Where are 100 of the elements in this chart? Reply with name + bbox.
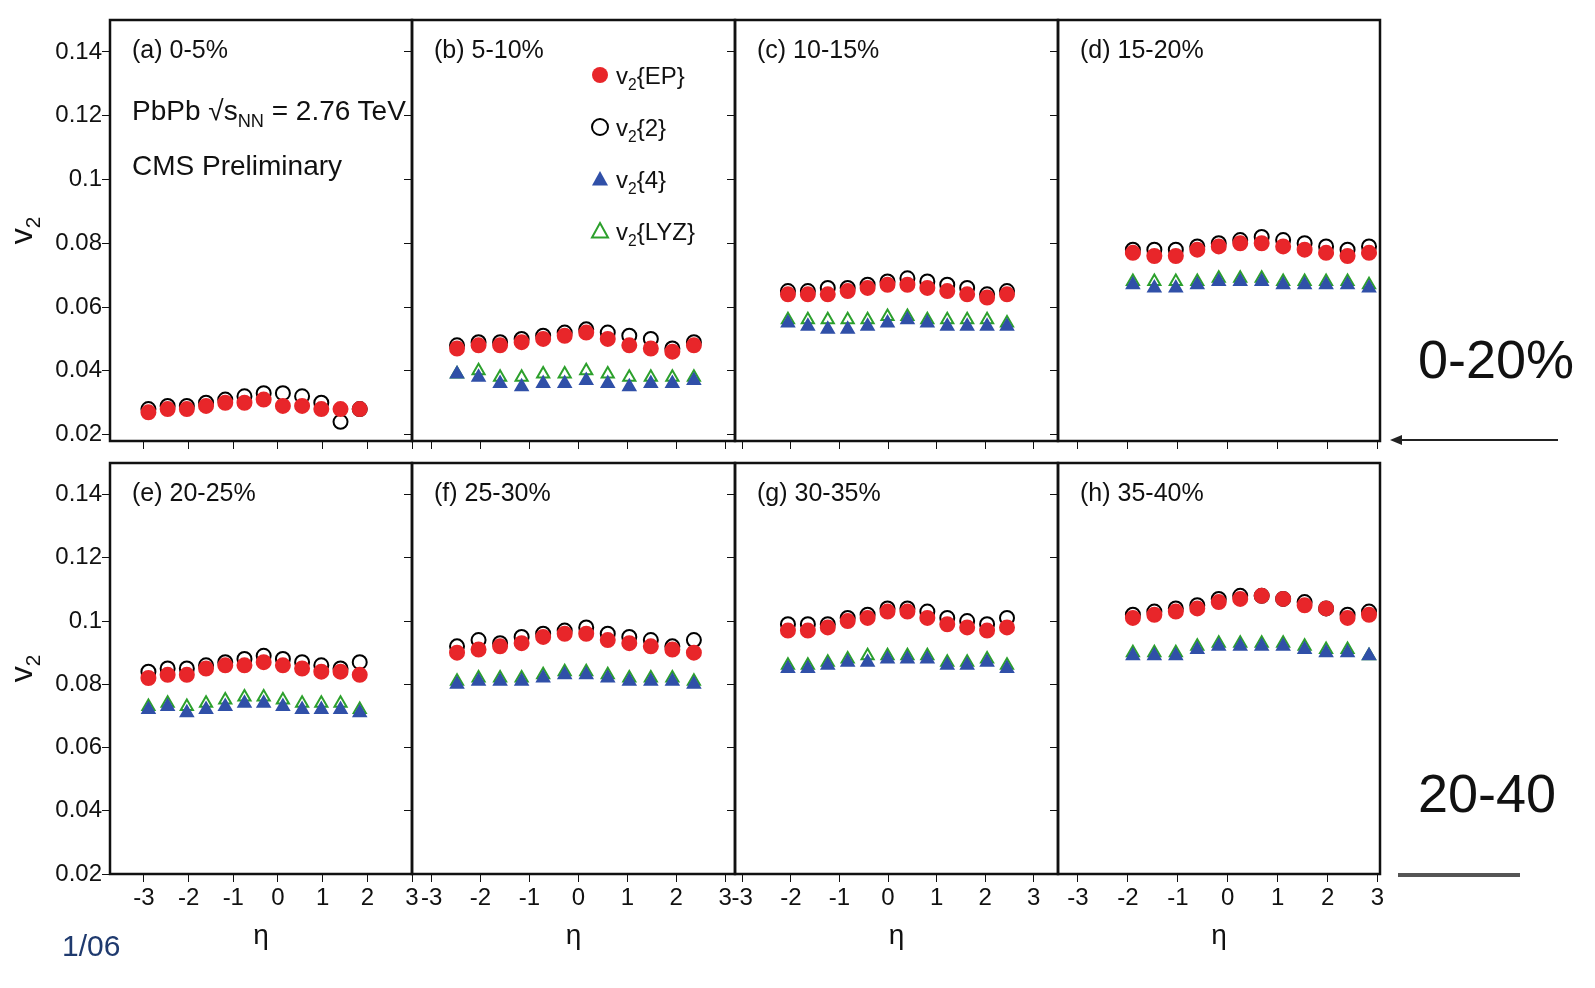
- point: [1190, 638, 1205, 651]
- x-tick-label: -3: [420, 882, 443, 910]
- point: [1168, 273, 1183, 287]
- text: (d) 15-20%: [1080, 35, 1204, 63]
- x-tick-label: -1: [518, 882, 541, 910]
- point: [513, 635, 530, 652]
- y-axis-title: v2: [3, 654, 44, 683]
- point: [1254, 270, 1269, 283]
- point: [255, 391, 272, 408]
- point: [899, 276, 916, 293]
- point: [621, 635, 638, 652]
- y-tick-label: 0.12: [55, 100, 102, 128]
- point: [449, 644, 466, 661]
- text: (e) 20-25%: [132, 478, 256, 506]
- x-tick-label: -2: [1117, 882, 1139, 910]
- text: 0-20%: [1418, 328, 1575, 389]
- point: [471, 673, 486, 686]
- point: [536, 366, 551, 379]
- point: [940, 311, 955, 325]
- point: [642, 340, 659, 357]
- point: [514, 673, 529, 686]
- x-tick-label: 2: [978, 882, 992, 910]
- point: [1168, 279, 1183, 293]
- point: [159, 401, 176, 418]
- point: [919, 279, 936, 296]
- point: [294, 397, 311, 414]
- point: [880, 651, 895, 664]
- y-tick-label: 0.08: [55, 227, 102, 255]
- x-tick-label: 3: [1370, 882, 1385, 910]
- x-tick-label: 0: [271, 882, 285, 910]
- point: [236, 394, 253, 411]
- point: [799, 622, 816, 639]
- point: [622, 673, 637, 686]
- x-tick-label: 1: [620, 882, 635, 910]
- text: (c) 10-15%: [757, 35, 880, 63]
- x-tick-label: 0: [881, 882, 895, 910]
- x-tick-label: -2: [177, 882, 200, 910]
- point: [959, 286, 976, 303]
- point: [665, 673, 680, 686]
- point: [779, 622, 796, 639]
- point: [920, 651, 935, 664]
- y-tick-label: 0.06: [55, 732, 102, 760]
- point: [332, 401, 349, 418]
- point: [600, 375, 615, 389]
- point: [493, 369, 508, 382]
- point: [1167, 248, 1184, 265]
- point: [1297, 641, 1312, 655]
- point: [1211, 270, 1226, 283]
- point: [999, 619, 1015, 636]
- point: [1318, 244, 1335, 261]
- point: [999, 318, 1015, 331]
- point: [820, 311, 835, 325]
- point: [979, 622, 996, 639]
- point: [1297, 638, 1312, 651]
- y-tick-label: 0.06: [55, 291, 102, 319]
- point: [514, 369, 529, 382]
- text: (a) 0-5%: [132, 35, 228, 63]
- point: [819, 286, 836, 303]
- point: [880, 308, 895, 322]
- y-tick-label: 0.04: [55, 355, 102, 383]
- x-tick-label: 1: [929, 882, 944, 910]
- text: 20-40: [1418, 763, 1557, 824]
- x-tick-label: 2: [1320, 882, 1335, 910]
- point: [621, 337, 638, 354]
- point: [980, 318, 995, 331]
- x-tick-label: 3: [1027, 882, 1041, 910]
- x-tick-label: -1: [1167, 882, 1189, 910]
- point: [1211, 273, 1226, 287]
- point: [860, 311, 875, 325]
- point: [313, 401, 330, 418]
- point: [860, 647, 875, 661]
- point: [1253, 235, 1270, 252]
- x-tick-label: 0: [1221, 882, 1235, 910]
- point: [274, 385, 291, 402]
- y-tick-label: 0.02: [55, 858, 102, 886]
- point: [1339, 248, 1356, 265]
- point: [470, 641, 487, 658]
- x-axis-title: η: [888, 919, 905, 950]
- point: [800, 311, 815, 325]
- point: [493, 375, 508, 389]
- point: [1147, 273, 1162, 287]
- point: [274, 397, 291, 414]
- y-tick-label: 0.08: [55, 668, 102, 696]
- point: [557, 366, 572, 379]
- point: [940, 318, 955, 331]
- y-axis-title: v2: [3, 216, 44, 245]
- point: [1146, 248, 1163, 265]
- point: [840, 311, 855, 325]
- x-tick-label: -3: [731, 882, 753, 910]
- point: [643, 673, 658, 686]
- point: [839, 613, 856, 630]
- point: [557, 375, 572, 389]
- x-tick-label: 3: [718, 882, 732, 910]
- point: [980, 311, 995, 325]
- point: [579, 372, 594, 385]
- point: [332, 413, 349, 430]
- point: [939, 616, 956, 633]
- point: [579, 362, 594, 376]
- x-tick-label: -2: [780, 882, 802, 910]
- point: [959, 619, 976, 636]
